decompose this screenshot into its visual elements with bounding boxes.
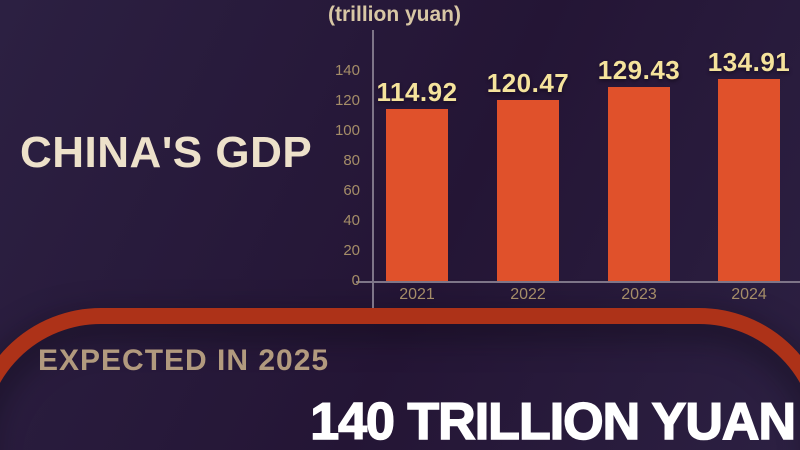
y-tick-label: 140 (334, 62, 360, 79)
x-tick-label: 2024 (731, 286, 767, 303)
y-tick-label: 40 (343, 212, 360, 229)
decorative-red-band (0, 308, 800, 450)
x-axis-line (356, 281, 800, 283)
bar-value-label: 134.91 (707, 46, 791, 77)
y-axis-line (372, 30, 374, 308)
x-tick-label: 2022 (510, 286, 546, 303)
bar-2024 (718, 78, 780, 281)
bar-2022 (497, 100, 559, 281)
y-tick-label: 60 (343, 182, 360, 199)
bar-2023 (608, 86, 670, 281)
expected-amount: 140 TRILLION YUAN (309, 392, 796, 450)
bar-value-label: 114.92 (376, 76, 458, 107)
bar-value-label: 129.43 (597, 54, 681, 85)
y-tick-label: 0 (351, 272, 360, 289)
y-tick-label: 20 (343, 242, 360, 259)
x-tick-label: 2023 (621, 286, 657, 303)
expected-in-2025-label: EXPECTED IN 2025 (38, 344, 330, 377)
page-title: CHINA'S GDP (20, 128, 313, 177)
y-tick-label: 120 (334, 92, 360, 109)
y-tick-label: 100 (334, 122, 360, 139)
x-tick-label: 2021 (399, 286, 435, 303)
y-tick-label: 80 (343, 152, 360, 169)
bar-value-label: 120.47 (486, 68, 570, 99)
chart-title: (trillion yuan) (328, 3, 461, 26)
bar-2021 (386, 108, 448, 281)
